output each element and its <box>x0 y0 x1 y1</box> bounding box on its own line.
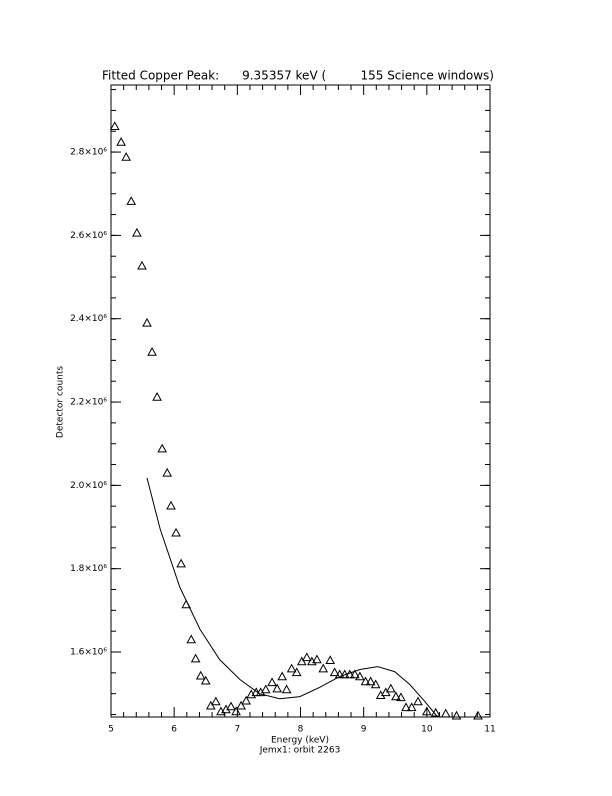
y-tick-label: 2.0×10⁶ <box>70 481 107 491</box>
data-point <box>137 260 147 270</box>
data-point <box>190 653 201 663</box>
data-point <box>147 347 157 356</box>
data-point <box>152 392 162 401</box>
data-point <box>157 443 168 453</box>
y-axis-label: Detector counts <box>56 366 66 438</box>
data-point <box>109 121 120 130</box>
x-tick-label: 10 <box>421 725 433 735</box>
data-point <box>226 701 236 711</box>
x-tick-label: 8 <box>298 725 304 735</box>
data-point <box>301 652 312 662</box>
data-point <box>171 527 181 537</box>
y-tick-label: 2.4×10⁶ <box>70 314 107 324</box>
data-point <box>440 708 451 718</box>
fit-line <box>146 477 438 718</box>
data-point <box>195 670 206 680</box>
data-point <box>205 700 216 710</box>
data-point <box>396 692 406 702</box>
data-point <box>236 700 246 710</box>
y-tick-label: 1.6×10⁶ <box>70 648 107 658</box>
data-point <box>421 706 432 716</box>
data-point <box>267 677 277 687</box>
data-point <box>121 152 132 161</box>
data-point <box>325 655 336 665</box>
data-point <box>126 196 137 205</box>
data-point <box>211 696 221 706</box>
data-point <box>451 710 462 720</box>
data-point <box>142 317 152 327</box>
x-tick-label: 6 <box>171 725 177 735</box>
data-point <box>391 691 401 701</box>
y-tick-label: 2.8×10⁶ <box>70 148 107 158</box>
x-tick-label: 7 <box>234 725 240 735</box>
data-point <box>296 656 307 666</box>
y-tick-label: 2.2×10⁶ <box>70 398 107 408</box>
y-tick-label: 1.8×10⁶ <box>70 564 107 574</box>
data-point <box>401 702 411 712</box>
data-point <box>162 467 173 477</box>
subtitle: Jemx1: orbit 2263 <box>259 746 341 756</box>
data-point <box>176 558 186 568</box>
x-tick-label: 11 <box>484 725 495 735</box>
data-point <box>116 137 126 146</box>
plot-frame <box>110 84 491 718</box>
data-point <box>272 683 282 693</box>
chart-title: Fitted Copper Peak: 9.35357 keV ( 155 Sc… <box>102 69 494 83</box>
data-point <box>291 667 302 677</box>
data-point <box>312 654 322 664</box>
data-point <box>473 710 483 720</box>
data-point <box>200 675 211 685</box>
data-point <box>334 669 345 679</box>
data-point <box>355 671 365 681</box>
data-point <box>406 702 417 712</box>
data-point <box>132 227 142 237</box>
data-point <box>277 671 288 681</box>
data-point <box>318 663 329 673</box>
data-point <box>329 667 340 677</box>
data-point <box>186 634 197 644</box>
data-point <box>281 684 292 694</box>
x-tick-label: 5 <box>108 725 114 735</box>
data-point <box>260 684 271 694</box>
y-tick-label: 2.6×10⁶ <box>70 231 107 241</box>
data-point <box>365 676 376 686</box>
data-point <box>166 500 176 510</box>
x-axis-label: Energy (keV) <box>271 736 329 746</box>
data-point <box>385 683 396 693</box>
data-point <box>349 669 360 679</box>
x-tick-label: 9 <box>361 725 367 735</box>
data-point <box>360 676 371 686</box>
data-point <box>370 679 381 689</box>
data-point <box>241 695 252 705</box>
data-point <box>413 696 423 706</box>
data-point <box>231 706 241 716</box>
data-point <box>286 663 297 673</box>
